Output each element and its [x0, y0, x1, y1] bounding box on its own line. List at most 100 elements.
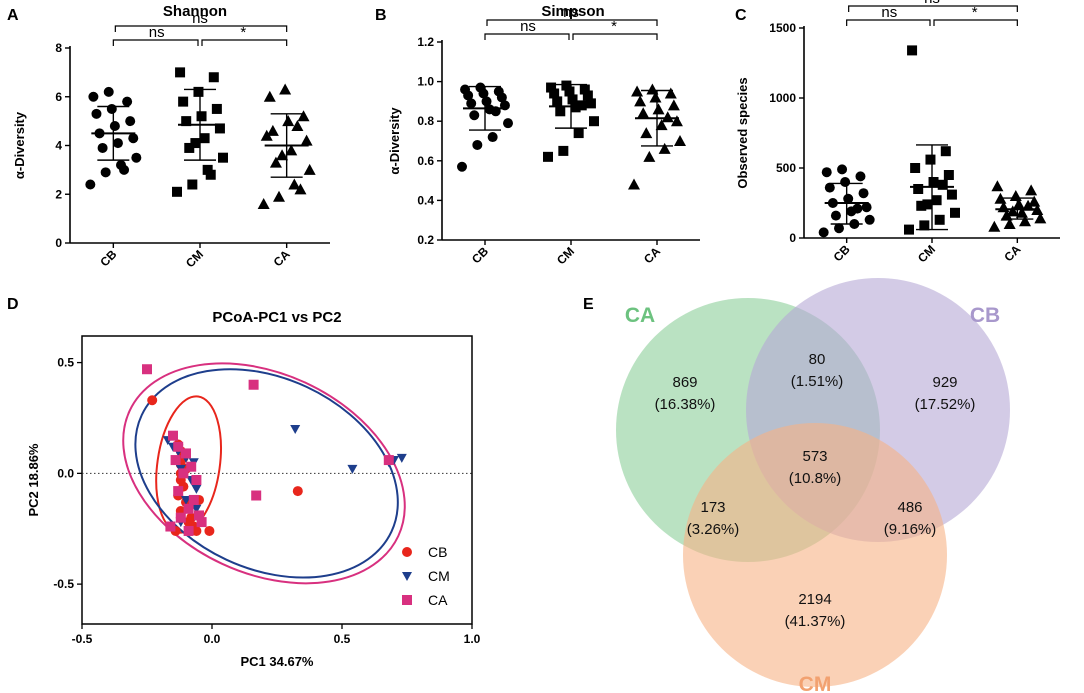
y-tick-label: 0	[55, 236, 62, 250]
data-point-cm	[940, 146, 951, 157]
data-point-ca	[674, 135, 686, 146]
data-point-ca	[178, 468, 189, 479]
data-point-cm	[916, 200, 927, 211]
significance-label: *	[240, 24, 246, 41]
venn-region-count: 486	[897, 499, 922, 516]
venn-region-count: 173	[700, 499, 725, 516]
data-point-cb	[855, 171, 866, 182]
y-tick-label: 0.6	[417, 154, 434, 168]
data-point-ca	[661, 111, 674, 123]
data-point-cm	[549, 88, 560, 99]
significance-bracket	[933, 19, 1018, 26]
significance-label: *	[611, 18, 617, 35]
data-point-cm	[937, 179, 948, 190]
data-point-cb	[843, 193, 854, 204]
data-point-ca	[165, 521, 176, 532]
data-point-ca	[181, 448, 191, 459]
data-point-ca	[637, 107, 650, 119]
data-point-cb	[852, 203, 863, 214]
venn-region-percent: (1.51%)	[791, 373, 844, 390]
data-point-cm	[573, 128, 584, 139]
data-point-cb	[204, 525, 215, 536]
x-axis-label: PC1 34.67%	[241, 654, 314, 669]
data-point-cb	[106, 103, 117, 114]
panel-label-c: C	[735, 7, 747, 24]
data-point-cb	[119, 164, 130, 175]
y-axis-label: PC2 18.86%	[26, 443, 41, 516]
data-point-cm	[904, 224, 914, 235]
data-point-ca	[273, 190, 285, 202]
y-tick-label: 1000	[769, 91, 796, 105]
panel-e: E CA CB CM 869 (16.38%) 80 (1.51%) 929 (17.52%) 57…	[583, 278, 1010, 693]
data-point-ca	[643, 150, 656, 162]
data-point-cm	[205, 169, 216, 180]
data-point-ca	[1019, 215, 1031, 227]
x-tick-label: 1.0	[464, 632, 481, 646]
data-point-cm	[585, 98, 596, 109]
y-tick-label: 0.8	[417, 114, 434, 128]
data-point-ca	[188, 494, 199, 505]
data-point-ca	[260, 129, 273, 141]
data-point-cm	[187, 179, 198, 190]
x-tick-label: CB	[97, 247, 119, 269]
legend-marker-cb	[402, 547, 412, 557]
data-point-cb	[109, 121, 120, 131]
chart-title: PCoA-PC1 vs PC2	[212, 309, 341, 326]
panel-label-b: B	[375, 7, 387, 24]
y-tick-label: 0.4	[417, 193, 434, 207]
y-tick-label: 1.2	[417, 35, 434, 49]
data-point-cm	[950, 207, 960, 218]
data-point-cb	[818, 227, 829, 238]
data-point-cm	[172, 186, 182, 197]
data-point-ca	[670, 115, 683, 127]
data-point-cm	[290, 425, 301, 435]
data-point-cb	[131, 152, 142, 163]
venn-region-percent: (17.52%)	[915, 396, 976, 413]
x-tick-label: CA	[641, 244, 663, 266]
data-point-ca	[191, 475, 202, 485]
data-point-ca	[303, 163, 316, 175]
data-point-cb	[88, 91, 99, 102]
data-point-cm	[211, 103, 222, 114]
panel-label-a: A	[7, 7, 19, 24]
data-point-cm	[561, 80, 572, 91]
data-point-cb	[864, 214, 875, 225]
data-point-cb	[103, 86, 114, 97]
data-point-cm	[925, 154, 936, 165]
data-point-cm	[567, 94, 578, 105]
data-point-cm	[555, 106, 566, 117]
data-point-cm	[181, 495, 191, 505]
y-tick-label: 6	[55, 90, 62, 104]
venn-set-label-cm: CM	[799, 673, 832, 693]
data-point-cm	[589, 116, 599, 127]
significance-bracket	[572, 33, 658, 40]
data-point-ca	[1009, 190, 1022, 201]
data-point-ca	[183, 503, 194, 514]
panel-label-d: D	[7, 296, 19, 313]
x-tick-label: CM	[915, 242, 938, 265]
data-point-cm	[196, 111, 207, 122]
data-point-cm	[347, 464, 358, 474]
data-point-cb	[122, 96, 133, 107]
data-point-ca	[285, 144, 298, 156]
data-point-ca	[988, 220, 1001, 232]
x-tick-label: CA	[271, 247, 293, 269]
data-point-ca	[297, 110, 310, 122]
data-point-cm	[922, 199, 933, 210]
significance-label: ns	[149, 24, 165, 41]
data-point-ca	[1034, 212, 1047, 224]
data-point-ca	[300, 134, 313, 146]
venn-region-percent: (10.8%)	[789, 470, 842, 487]
y-tick-label: -0.5	[53, 577, 74, 591]
significance-bracket	[848, 5, 1018, 12]
data-point-ca	[282, 115, 295, 127]
data-point-ca	[279, 83, 292, 95]
data-point-cm	[552, 96, 563, 107]
data-point-cm	[208, 72, 219, 83]
legend-label: CA	[428, 592, 448, 608]
significance-bracket	[112, 39, 199, 46]
data-point-cm	[191, 504, 202, 514]
data-point-ca	[294, 183, 307, 195]
y-tick-label: 8	[55, 41, 62, 55]
chart-title: Shannon	[163, 3, 227, 20]
